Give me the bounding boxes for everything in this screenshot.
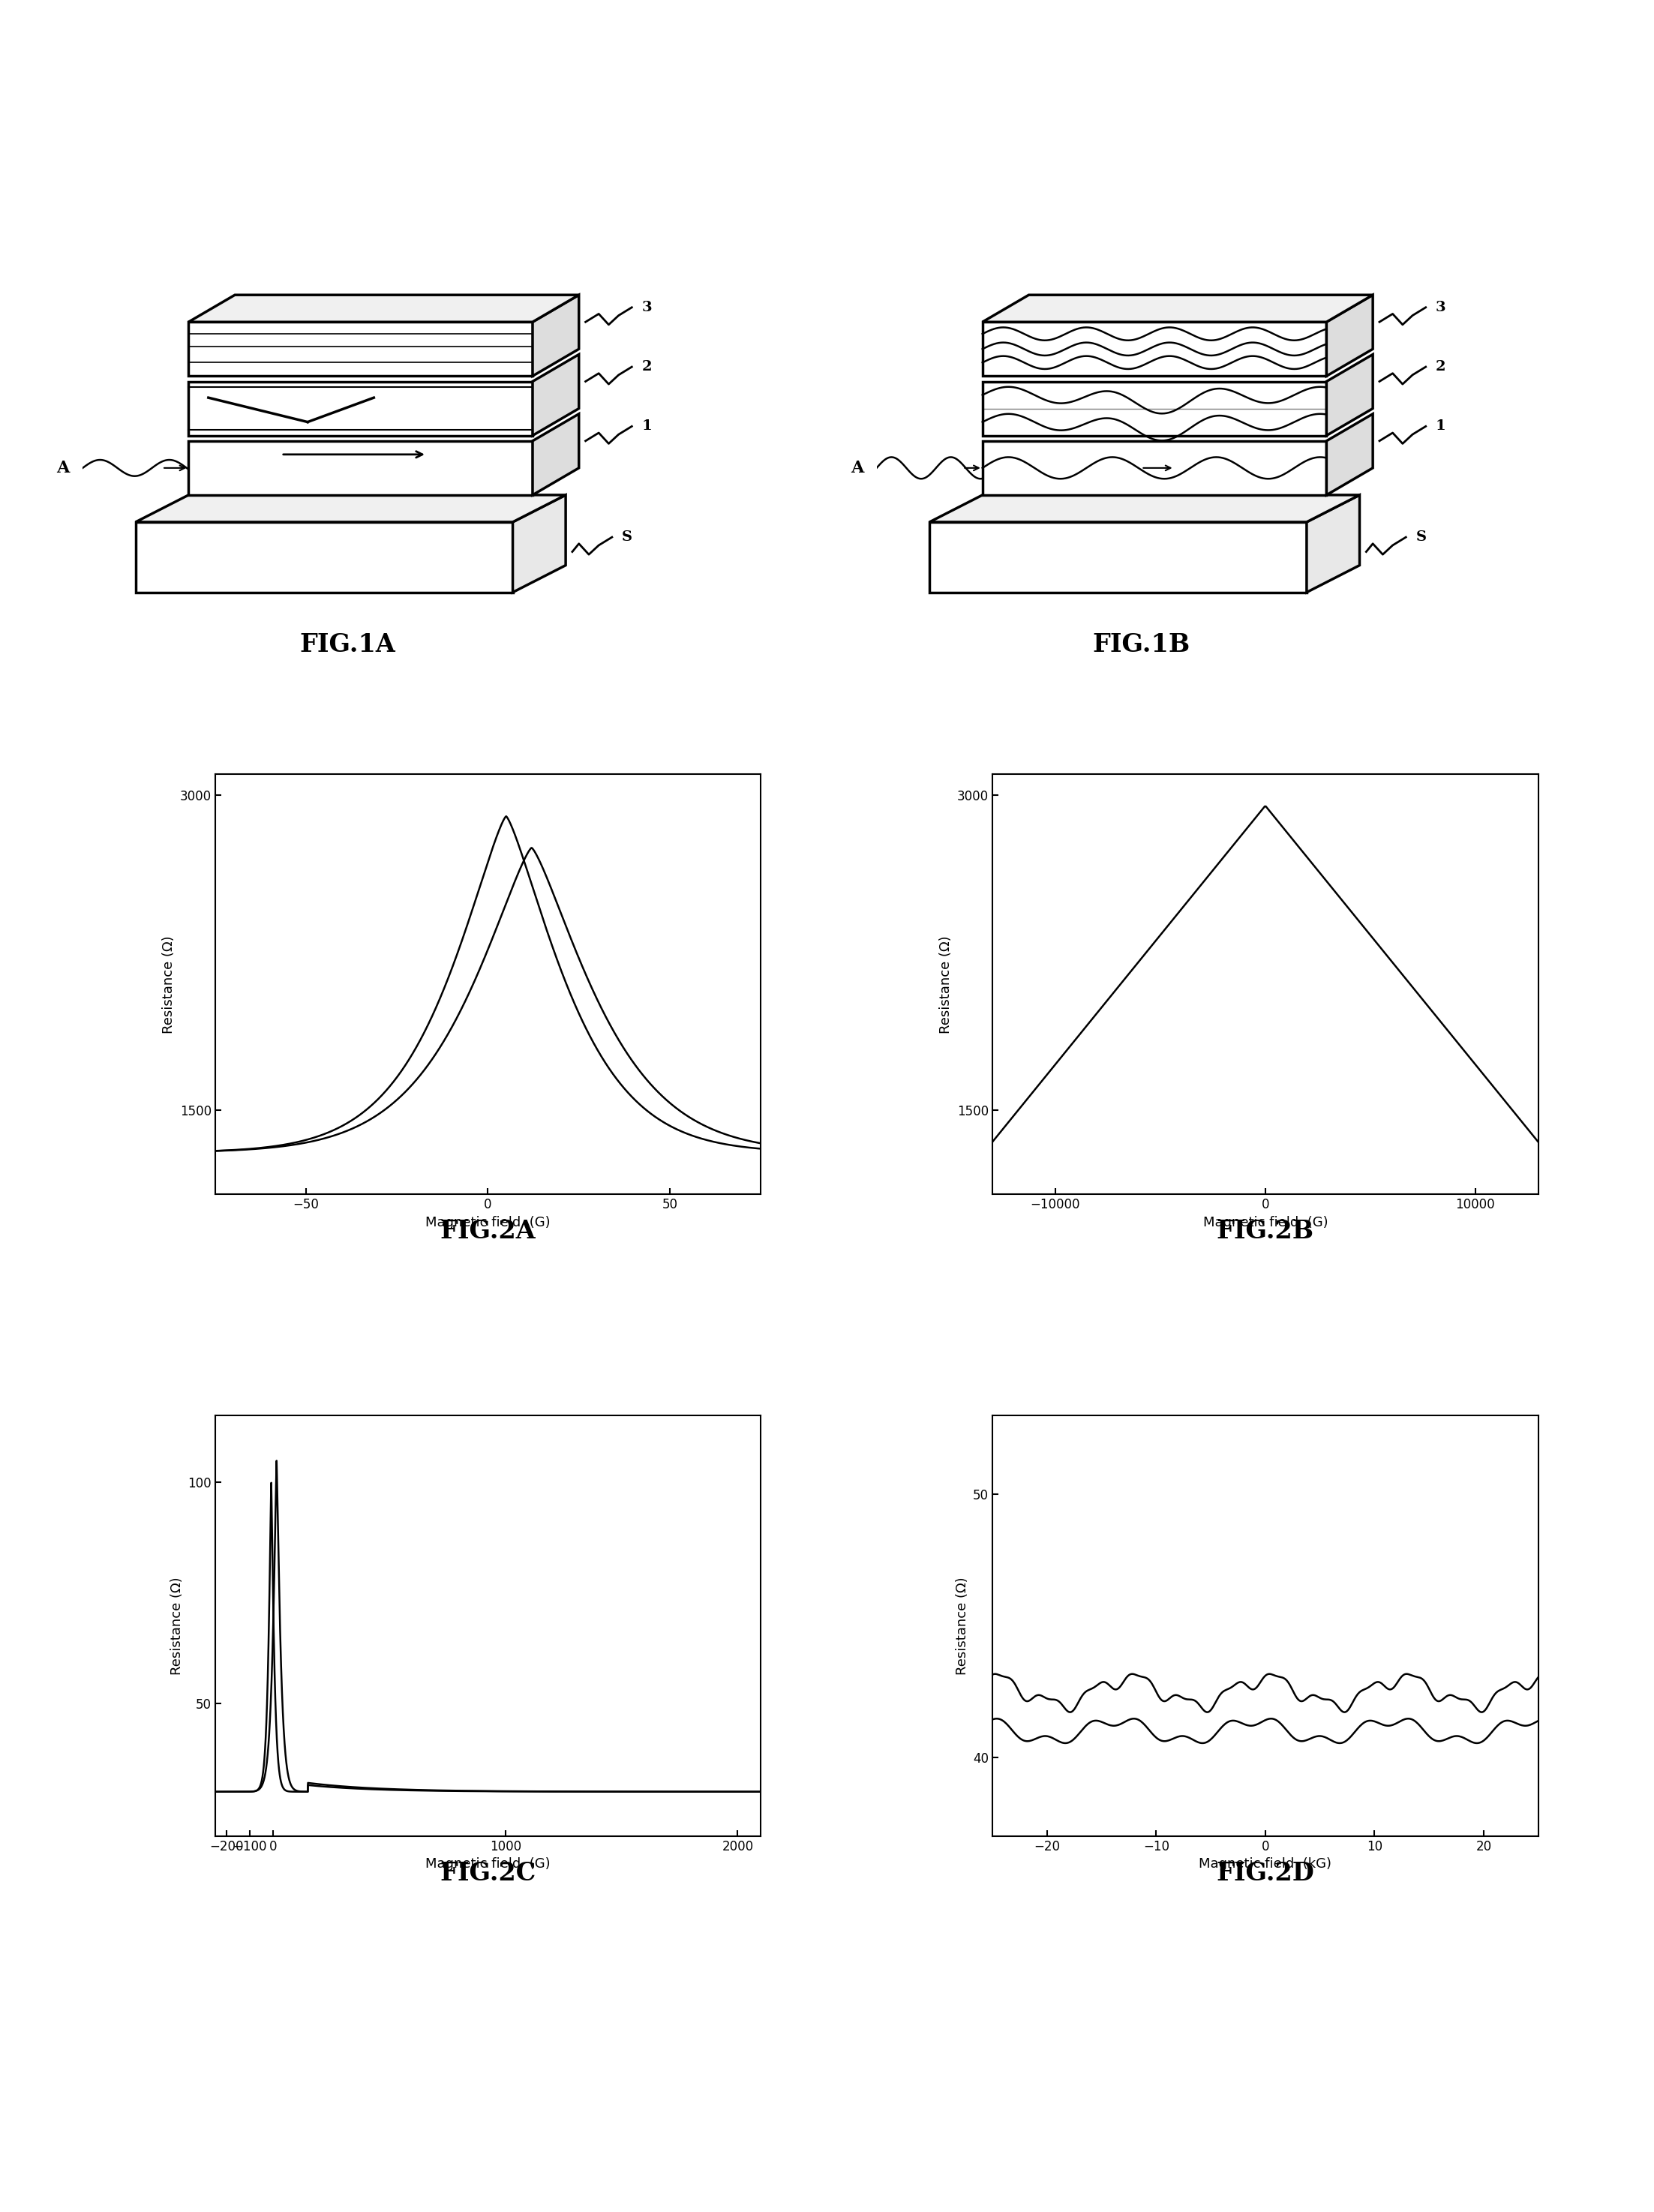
X-axis label: Magnetic field  (G): Magnetic field (G) [1202, 1217, 1328, 1230]
Polygon shape [930, 495, 1360, 522]
Text: 3: 3 [642, 301, 652, 314]
Polygon shape [136, 495, 566, 522]
Polygon shape [982, 294, 1373, 323]
X-axis label: Magnetic field  (G): Magnetic field (G) [425, 1858, 551, 1871]
Text: 3: 3 [1436, 301, 1446, 314]
Polygon shape [982, 380, 1327, 436]
Polygon shape [189, 323, 533, 376]
Text: 1: 1 [642, 420, 652, 434]
Text: 2: 2 [642, 361, 652, 374]
Text: FIG.1B: FIG.1B [1092, 633, 1191, 657]
Y-axis label: Resistance (Ω): Resistance (Ω) [162, 936, 175, 1033]
Polygon shape [982, 323, 1327, 376]
Y-axis label: Resistance (Ω): Resistance (Ω) [956, 1577, 969, 1674]
Text: FIG.2C: FIG.2C [440, 1860, 536, 1885]
Y-axis label: Resistance (Ω): Resistance (Ω) [170, 1577, 184, 1674]
Polygon shape [513, 495, 566, 593]
Text: S: S [1416, 531, 1426, 544]
Polygon shape [189, 440, 533, 495]
Polygon shape [533, 294, 579, 376]
Polygon shape [1327, 354, 1373, 436]
Text: FIG.1A: FIG.1A [299, 633, 395, 657]
Text: FIG.2D: FIG.2D [1216, 1860, 1315, 1885]
Y-axis label: Resistance (Ω): Resistance (Ω) [939, 936, 953, 1033]
Text: A: A [850, 460, 863, 476]
Polygon shape [136, 522, 513, 593]
Text: 2: 2 [1436, 361, 1446, 374]
Polygon shape [1327, 414, 1373, 495]
Polygon shape [1307, 495, 1360, 593]
X-axis label: Magnetic field  (kG): Magnetic field (kG) [1199, 1858, 1331, 1871]
X-axis label: Magnetic field  (G): Magnetic field (G) [425, 1217, 551, 1230]
Text: FIG.2A: FIG.2A [440, 1219, 536, 1243]
Text: A: A [56, 460, 69, 476]
Polygon shape [1327, 294, 1373, 376]
Polygon shape [982, 440, 1327, 495]
Text: 1: 1 [1436, 420, 1446, 434]
Text: FIG.2B: FIG.2B [1216, 1219, 1315, 1243]
Polygon shape [533, 354, 579, 436]
Polygon shape [189, 294, 579, 323]
Text: S: S [622, 531, 632, 544]
Polygon shape [189, 380, 533, 436]
Polygon shape [533, 414, 579, 495]
Polygon shape [930, 522, 1307, 593]
